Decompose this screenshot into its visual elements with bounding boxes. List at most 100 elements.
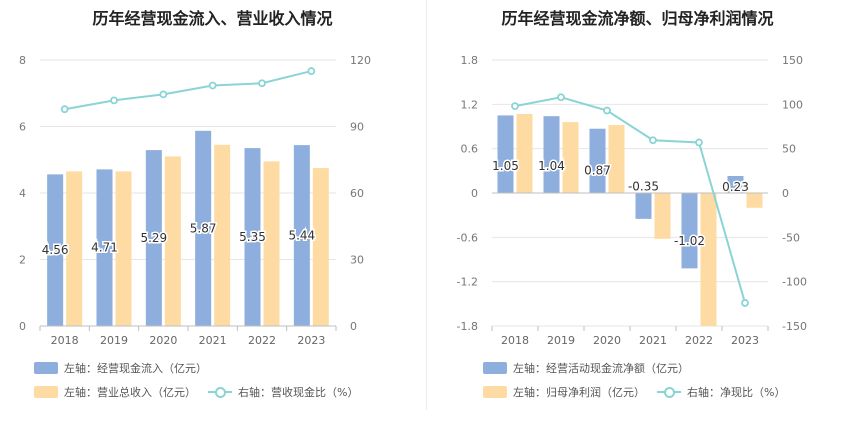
bar-yellow bbox=[312, 168, 329, 326]
legend-row-2: 左轴：归母净利润（亿元） 右轴：净现比（%） bbox=[483, 384, 797, 400]
legend-label: 左轴：营业总收入（亿元） bbox=[64, 386, 196, 399]
x-tick-label: 2023 bbox=[731, 334, 759, 345]
data-label: 5.29 bbox=[140, 231, 167, 245]
bar-blue bbox=[244, 148, 261, 326]
data-label: 4.71 bbox=[91, 241, 118, 255]
y-tick-label-left: 6 bbox=[19, 121, 26, 134]
data-label: 0.23 bbox=[722, 180, 749, 194]
line-series bbox=[514, 96, 746, 304]
bar-blue bbox=[47, 174, 64, 326]
legend-swatch-yellow bbox=[483, 386, 507, 398]
legend-row-1: 左轴：经营现金流入（亿元） bbox=[34, 360, 219, 376]
bar-yellow bbox=[562, 122, 579, 193]
y-tick-label-left: -0.6 bbox=[457, 231, 478, 244]
data-label: -1.02 bbox=[674, 234, 705, 248]
legend-line-marker-icon bbox=[208, 386, 232, 398]
line-point bbox=[649, 136, 657, 145]
y-tick-label-right: 60 bbox=[350, 187, 364, 200]
line-point bbox=[695, 138, 703, 147]
bar-blue bbox=[727, 176, 744, 193]
x-tick-label: 2021 bbox=[199, 334, 227, 345]
y-tick-label-left: 8 bbox=[19, 54, 26, 67]
y-tick-label-left: 2 bbox=[19, 254, 26, 267]
line-point bbox=[258, 79, 266, 88]
y-tick-label-right: -50 bbox=[782, 231, 800, 244]
legend-label: 左轴：经营活动现金流净额（亿元） bbox=[513, 362, 689, 375]
line-point bbox=[741, 299, 749, 307]
line-series bbox=[64, 70, 312, 111]
chart-plot-area: 0 2 4 6 8 0 30 60 90 120 2018 2019 2020 2021 2022 2023 4… bbox=[19, 54, 371, 345]
bar-yellow bbox=[516, 113, 533, 193]
y-tick-label-right: 120 bbox=[350, 54, 371, 67]
chart-panel-cash-inflow-revenue: 历年经营现金流入、营业收入情况 0 2 4 6 8 0 30 60 90 120 2018 2019 2… bbox=[19, 9, 371, 400]
legend-swatch-blue bbox=[34, 362, 58, 374]
x-tick-label: 2023 bbox=[297, 334, 325, 345]
legend-label: 左轴：归母净利润（亿元） bbox=[513, 386, 645, 399]
y-tick-label-right: 90 bbox=[350, 121, 364, 134]
bar-blue bbox=[96, 169, 113, 326]
data-label: 4.56 bbox=[42, 243, 69, 257]
line-point bbox=[603, 106, 611, 115]
y-tick-label-left: -1.2 bbox=[457, 276, 478, 289]
bar-yellow bbox=[608, 125, 625, 193]
data-label: 0.87 bbox=[584, 164, 611, 178]
line-point bbox=[511, 102, 519, 111]
line-point bbox=[307, 67, 316, 75]
x-tick-label: 2018 bbox=[501, 334, 529, 345]
panel-divider bbox=[426, 0, 427, 410]
bar-yellow bbox=[700, 193, 717, 326]
legend-item-bar-yellow[interactable]: 左轴：营业总收入（亿元） bbox=[34, 384, 196, 400]
legend-line-marker-icon bbox=[657, 386, 681, 398]
bar-blue bbox=[589, 128, 606, 193]
legend-label: 左轴：经营现金流入（亿元） bbox=[64, 362, 207, 375]
y-tick-label-left: 4 bbox=[19, 187, 26, 200]
bar-blue bbox=[293, 145, 310, 326]
bar-blue bbox=[145, 150, 162, 326]
legend-item-bar-yellow[interactable]: 左轴：归母净利润（亿元） bbox=[483, 384, 645, 400]
bar-yellow bbox=[66, 171, 83, 326]
y-tick-label-left: 1.8 bbox=[461, 54, 479, 67]
x-tick-label: 2020 bbox=[593, 334, 621, 345]
line-point bbox=[60, 105, 69, 114]
legend-item-line[interactable]: 右轴：净现比（%） bbox=[657, 384, 785, 400]
bar-blue bbox=[543, 116, 560, 193]
data-label: -0.35 bbox=[628, 179, 659, 193]
legend-row-2: 左轴：营业总收入（亿元） 右轴：营收现金比（%） bbox=[34, 384, 370, 400]
legend-label: 右轴：营收现金比（%） bbox=[238, 386, 359, 399]
bar-yellow bbox=[654, 193, 671, 239]
bar-blue bbox=[681, 193, 698, 269]
x-tick-label: 2021 bbox=[639, 334, 667, 345]
line-point bbox=[557, 93, 565, 102]
y-tick-label-right: -150 bbox=[782, 320, 807, 333]
y-tick-label-left: 0 bbox=[19, 320, 26, 333]
legend-item-bar-blue[interactable]: 左轴：经营现金流入（亿元） bbox=[34, 360, 207, 376]
bar-blue bbox=[195, 130, 212, 326]
data-label: 5.35 bbox=[239, 230, 266, 244]
y-tick-label-right: 50 bbox=[782, 143, 796, 156]
y-tick-label-right: 0 bbox=[782, 187, 789, 200]
y-tick-label-left: 0 bbox=[471, 187, 478, 200]
legend-swatch-blue bbox=[483, 362, 507, 374]
chart-panel-net-cash-flow-profit: 历年经营现金流净额、归母净利润情况 -1.8 -1.2 -0.6 0 0.6 1.2 1.8… bbox=[425, 0, 850, 437]
legend-label: 右轴：净现比（%） bbox=[687, 386, 786, 399]
legend-item-line[interactable]: 右轴：营收现金比（%） bbox=[208, 384, 358, 400]
y-tick-label-right: 150 bbox=[782, 54, 803, 67]
x-tick-label: 2020 bbox=[149, 334, 177, 345]
y-tick-label-left: -1.8 bbox=[457, 320, 478, 333]
bar-yellow bbox=[115, 171, 132, 326]
y-tick-label-right: 30 bbox=[350, 254, 364, 267]
chart-plot-area: -1.8 -1.2 -0.6 0 0.6 1.2 1.8 -150 -100 -50 0 50 100 1… bbox=[457, 54, 807, 345]
line-point bbox=[208, 81, 217, 90]
legend-swatch-yellow bbox=[34, 386, 58, 398]
bar-blue bbox=[497, 115, 514, 193]
bar-yellow bbox=[746, 193, 763, 208]
legend-item-bar-blue[interactable]: 左轴：经营活动现金流净额（亿元） bbox=[483, 360, 689, 376]
y-tick-label-right: -100 bbox=[782, 276, 807, 289]
y-tick-label-left: 1.2 bbox=[461, 98, 479, 111]
data-label: 1.05 bbox=[492, 159, 519, 173]
y-tick-label-right: 0 bbox=[350, 320, 357, 333]
data-label: 5.44 bbox=[288, 229, 315, 243]
x-tick-label: 2018 bbox=[51, 334, 79, 345]
bar-yellow bbox=[214, 144, 231, 326]
data-label: 1.04 bbox=[538, 159, 565, 173]
